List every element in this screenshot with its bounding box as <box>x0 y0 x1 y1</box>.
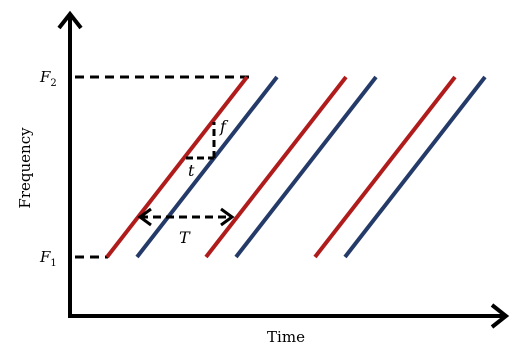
red-chirp-3 <box>313 75 457 259</box>
red-chirp-2 <box>204 75 348 259</box>
period-label: T <box>179 228 191 247</box>
red-chirp-1 <box>105 75 249 259</box>
blue-chirp-2 <box>234 75 378 259</box>
chirp-ramps <box>105 75 487 259</box>
blue-chirp-3 <box>343 75 487 259</box>
f2-tick-label: F2 <box>39 68 57 89</box>
frequency-guides <box>75 75 249 259</box>
blue-chirp-1 <box>135 75 279 259</box>
y-axis-label: Frequency <box>16 127 34 209</box>
f1-tick-label: F1 <box>39 248 57 269</box>
x-axis-arrowhead <box>490 303 510 329</box>
period-arrowhead-right <box>220 207 235 227</box>
delta-t-label: t <box>188 161 195 180</box>
period-arrowhead-left <box>137 207 152 227</box>
y-axis-arrowhead <box>57 10 83 30</box>
axes <box>57 10 510 329</box>
slope-triangle <box>186 122 216 160</box>
delta-f-label: f <box>219 117 229 136</box>
x-axis-label: Time <box>267 328 305 346</box>
labels: F2 F1 f t T Time Frequency <box>16 68 305 346</box>
period-arrow <box>137 207 235 227</box>
